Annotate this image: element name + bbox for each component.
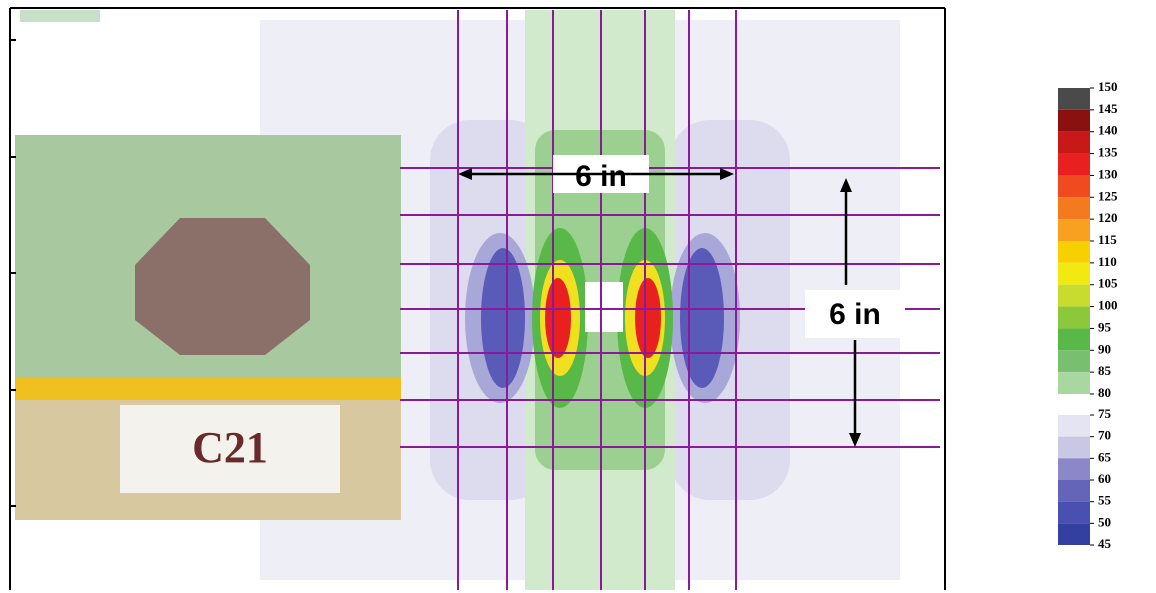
heat-blue: [680, 248, 724, 388]
specimen-label: C21: [192, 423, 268, 472]
color-band: [1058, 328, 1090, 350]
tick-label: 95: [1098, 319, 1112, 334]
color-band: [1058, 480, 1090, 502]
color-band: [1058, 110, 1090, 132]
heat-peak: [635, 278, 661, 358]
page: C21 6 in 6 in: [0, 0, 1156, 593]
color-band: [1058, 263, 1090, 285]
color-band: [1058, 241, 1090, 263]
tick-label: 105: [1098, 276, 1118, 291]
color-band: [1058, 175, 1090, 197]
tick-label: 65: [1098, 449, 1112, 464]
figure: C21 6 in 6 in: [0, 0, 1156, 593]
color-band: [1058, 458, 1090, 480]
heat-center: [585, 282, 623, 332]
color-band: [1058, 88, 1090, 110]
tick-label: 55: [1098, 493, 1112, 508]
tick-label: 115: [1098, 232, 1117, 247]
tick-label: 110: [1098, 254, 1117, 269]
color-band: [1058, 523, 1090, 545]
tick-label: 75: [1098, 406, 1112, 421]
color-band: [1058, 132, 1090, 154]
tick-label: 145: [1098, 101, 1118, 116]
tick-label: 100: [1098, 298, 1118, 313]
color-band: [1058, 285, 1090, 307]
tick-label: 125: [1098, 188, 1118, 203]
tape: [15, 378, 401, 400]
tick-label: 135: [1098, 145, 1118, 160]
tick-label: 120: [1098, 210, 1118, 225]
color-band: [1058, 502, 1090, 524]
plate: [135, 218, 310, 355]
color-band: [1058, 372, 1090, 394]
tick-label: 80: [1098, 385, 1111, 400]
tick-label: 130: [1098, 166, 1118, 181]
color-band: [1058, 437, 1090, 459]
tick-label: 140: [1098, 123, 1118, 138]
color-band: [1058, 219, 1090, 241]
color-band: [1058, 307, 1090, 329]
tick-label: 70: [1098, 428, 1111, 443]
tick-label: 50: [1098, 514, 1111, 529]
dimension-label: 6 in: [829, 298, 881, 331]
tick-label: 45: [1098, 536, 1112, 551]
heat-peak: [545, 278, 571, 358]
tick-label: 150: [1098, 79, 1118, 94]
color-band: [1058, 415, 1090, 437]
heat-blue: [481, 248, 525, 388]
tick-label: 60: [1098, 471, 1111, 486]
color-band: [1058, 154, 1090, 176]
tick-label: 90: [1098, 341, 1111, 356]
heat-low: [20, 10, 100, 22]
tick-label: 85: [1098, 363, 1112, 378]
color-band: [1058, 197, 1090, 219]
dimension-label: 6 in: [575, 160, 627, 193]
color-band: [1058, 350, 1090, 372]
photo: C21: [15, 135, 401, 520]
